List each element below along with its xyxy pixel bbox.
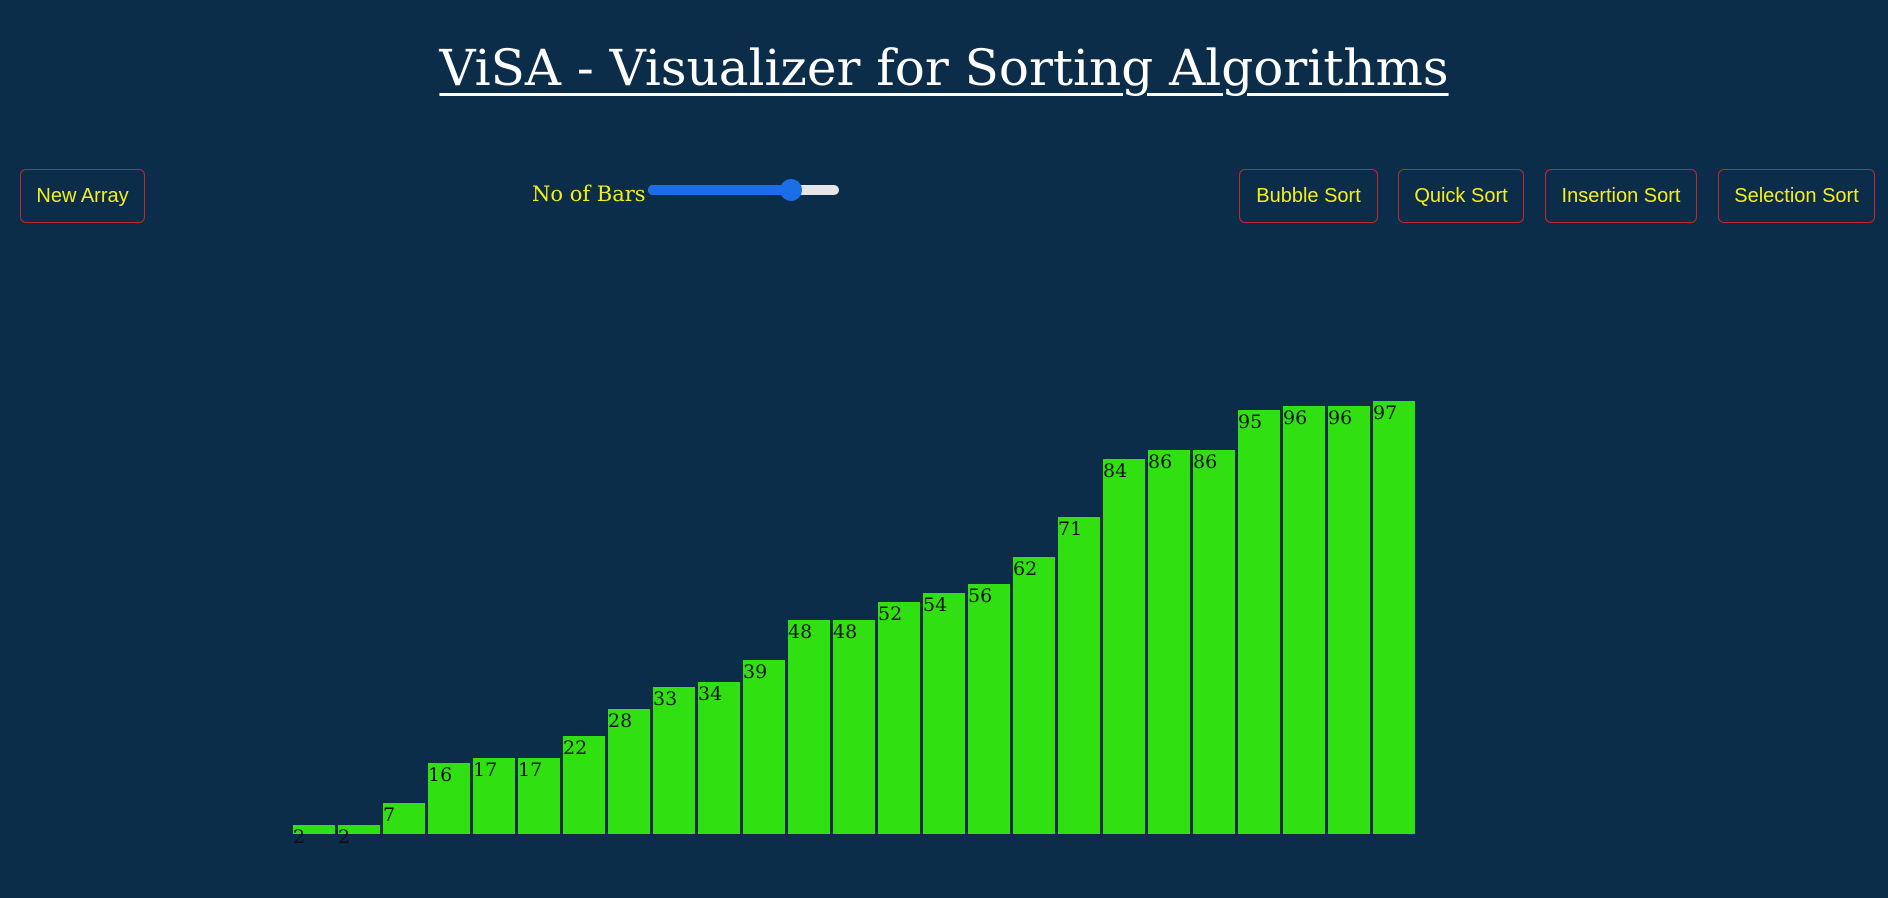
bar xyxy=(1283,406,1325,834)
bar-value-label: 97 xyxy=(1373,402,1398,424)
bar-value-label: 71 xyxy=(1058,518,1083,540)
bar xyxy=(968,584,1010,834)
bar xyxy=(1238,410,1280,834)
bar-value-label: 96 xyxy=(1328,407,1353,429)
bar xyxy=(1193,450,1235,834)
bar xyxy=(428,763,470,834)
bar-value-label: 17 xyxy=(473,759,498,781)
bar-value-label: 33 xyxy=(653,688,678,710)
bar-value-label: 96 xyxy=(1283,407,1308,429)
bar xyxy=(518,758,560,834)
bar-value-label: 56 xyxy=(968,585,993,607)
bar xyxy=(293,825,335,834)
bar-value-label: 34 xyxy=(698,683,723,705)
bar xyxy=(1103,459,1145,834)
insertion-sort-button[interactable]: Insertion Sort xyxy=(1545,169,1697,223)
new-array-button[interactable]: New Array xyxy=(20,169,145,223)
bars-count-label: No of Bars xyxy=(532,182,646,206)
bar xyxy=(563,736,605,834)
bar-value-label: 62 xyxy=(1013,558,1038,580)
bars-count-slider[interactable] xyxy=(648,179,839,201)
bar xyxy=(698,682,740,834)
bar xyxy=(1148,450,1190,834)
bar-value-label: 86 xyxy=(1193,451,1218,473)
bar-value-label: 2 xyxy=(293,826,306,848)
bar-value-label: 7 xyxy=(383,804,396,826)
bar xyxy=(788,620,830,834)
bar xyxy=(1373,401,1415,834)
bar xyxy=(833,620,875,834)
quick-sort-button[interactable]: Quick Sort xyxy=(1398,169,1524,223)
bar-value-label: 28 xyxy=(608,710,633,732)
bar-value-label: 86 xyxy=(1148,451,1173,473)
bar xyxy=(473,758,515,834)
bar xyxy=(923,593,965,834)
bar-value-label: 22 xyxy=(563,737,588,759)
bar-value-label: 2 xyxy=(338,826,351,848)
bar-value-label: 48 xyxy=(788,621,813,643)
bar-value-label: 17 xyxy=(518,759,543,781)
slider-fill xyxy=(648,185,791,195)
bar xyxy=(653,687,695,834)
bar xyxy=(743,660,785,834)
bar xyxy=(1013,557,1055,834)
selection-sort-button[interactable]: Selection Sort xyxy=(1718,169,1875,223)
bar xyxy=(878,602,920,834)
page-title: ViSA - Visualizer for Sorting Algorithms xyxy=(439,39,1449,97)
bar xyxy=(338,825,380,834)
bar xyxy=(1328,406,1370,834)
slider-thumb[interactable] xyxy=(779,179,802,201)
bar-value-label: 54 xyxy=(923,594,948,616)
bar-value-label: 39 xyxy=(743,661,768,683)
bubble-sort-button[interactable]: Bubble Sort xyxy=(1239,169,1378,223)
bar-value-label: 16 xyxy=(428,764,453,786)
bar xyxy=(608,709,650,834)
bar-value-label: 52 xyxy=(878,603,903,625)
bar-value-label: 95 xyxy=(1238,411,1263,433)
bar-value-label: 48 xyxy=(833,621,858,643)
bar-value-label: 84 xyxy=(1103,460,1128,482)
bar xyxy=(1058,517,1100,834)
bar xyxy=(383,803,425,834)
